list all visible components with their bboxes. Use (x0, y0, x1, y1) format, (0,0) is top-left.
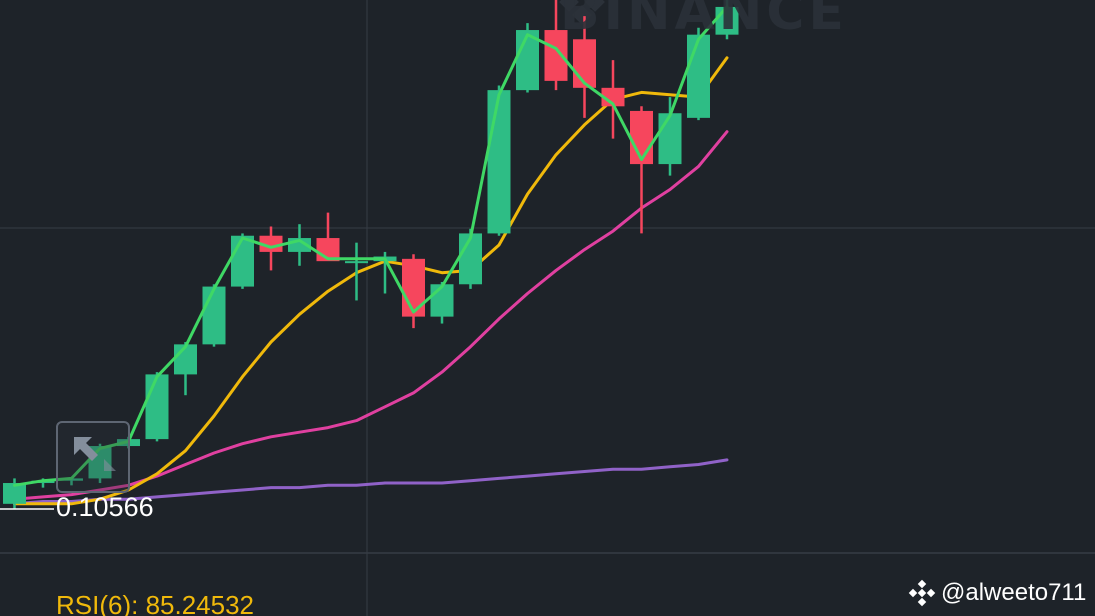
candle-body (259, 235, 283, 252)
author-handle: @alweeto711 (907, 578, 1086, 608)
candle (145, 372, 169, 442)
candle (487, 85, 511, 236)
candle (402, 254, 425, 329)
ma-fast-line (13, 5, 729, 487)
candle-body (3, 483, 26, 504)
candle (345, 242, 368, 301)
candle (544, 0, 568, 91)
candle-body (145, 374, 169, 440)
candle (174, 342, 197, 396)
candle (3, 478, 26, 509)
candle-body (601, 87, 625, 107)
candle-body (459, 233, 482, 285)
candle-body (658, 113, 682, 165)
candle (658, 97, 682, 176)
candle-body (430, 284, 454, 317)
current-price-label: 0.10566 (56, 492, 154, 522)
binance-logo-icon (908, 579, 936, 607)
candle-body (402, 258, 425, 317)
candle-body (573, 39, 596, 88)
candles (3, 0, 739, 509)
candle-body (231, 235, 254, 287)
scroll-to-latest-button[interactable] (56, 421, 130, 493)
binance-watermark: BINANCE (560, 0, 848, 42)
candle-body (687, 34, 710, 118)
rsi-indicator-label: RSI(6): 85.24532 (56, 590, 255, 616)
candle (202, 284, 226, 347)
handle-text: @alweeto711 (941, 579, 1087, 606)
arrow-up-left-icon (74, 437, 116, 471)
candle (601, 60, 625, 139)
ma-slow-line (13, 130, 729, 501)
candle-body (544, 30, 568, 81)
ma-long-line (13, 458, 729, 506)
candle-body (345, 261, 368, 264)
candle-body (630, 110, 653, 165)
candle-body (487, 90, 511, 234)
candle-body (202, 286, 226, 345)
